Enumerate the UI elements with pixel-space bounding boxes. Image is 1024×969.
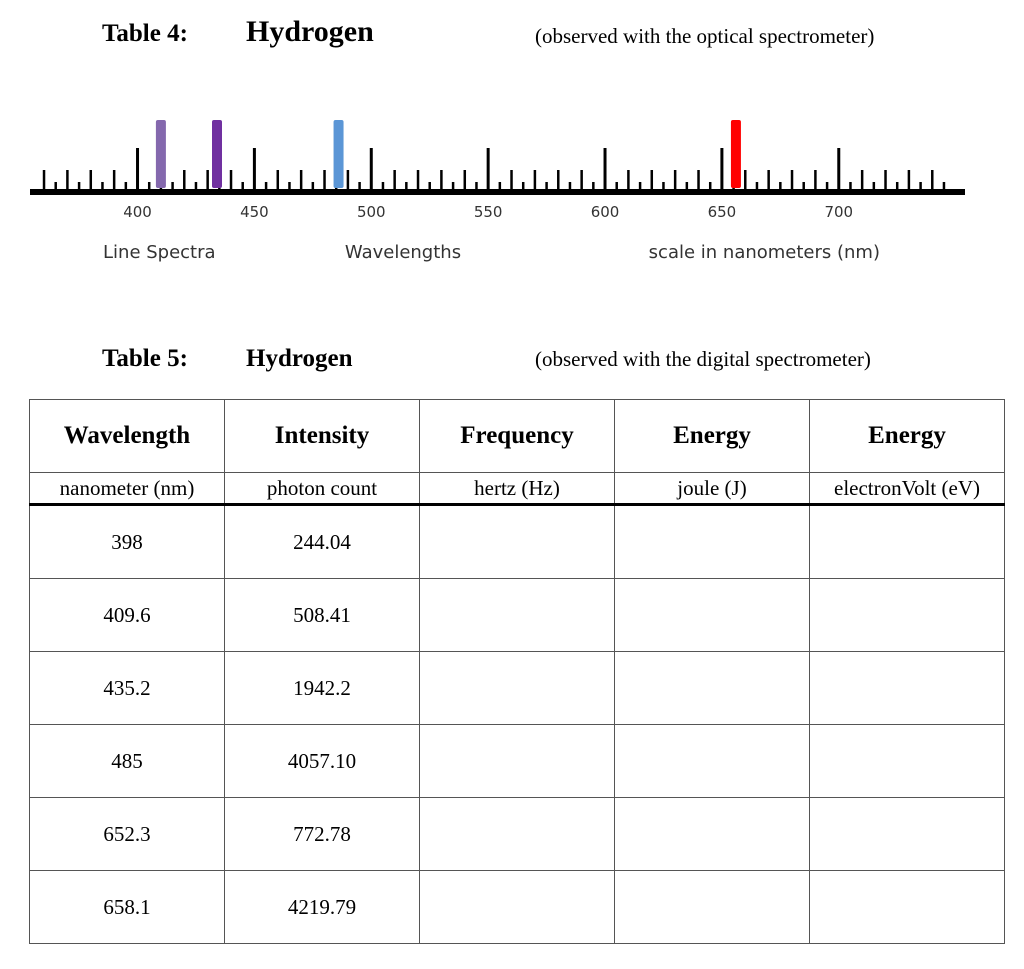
table-cell <box>419 651 615 725</box>
table-cell <box>809 504 1005 579</box>
table-label: Table 5: <box>102 345 188 372</box>
element-name: Hydrogen <box>246 345 353 372</box>
table-cell: 652.3 <box>29 797 225 871</box>
table-cell <box>419 578 615 652</box>
caption: Line Spectra <box>103 242 216 263</box>
table-cell: 435.2 <box>29 651 225 725</box>
table-row: 409.6 508.41 <box>29 578 1005 652</box>
tick-label: 400 <box>123 203 152 221</box>
table-cell <box>614 724 810 798</box>
table-cell: 772.78 <box>224 797 420 871</box>
caption: scale in nanometers (nm) <box>649 242 880 263</box>
table-cell <box>419 870 615 944</box>
table-cell: nanometer (nm) <box>29 472 225 506</box>
table-cell <box>419 504 615 579</box>
table-cell <box>614 578 810 652</box>
table-cell: Intensity <box>224 399 420 473</box>
table-row: Wavelength Intensity Frequency Energy Energy <box>29 399 1005 473</box>
tick-label: 650 <box>708 203 737 221</box>
table-cell: 485 <box>29 724 225 798</box>
table-cell: electronVolt (eV) <box>809 472 1005 506</box>
table-cell: 658.1 <box>29 870 225 944</box>
table-cell <box>809 724 1005 798</box>
table-cell <box>614 651 810 725</box>
table-cell: Energy <box>614 399 810 473</box>
table-cell: 244.04 <box>224 504 420 579</box>
table-cell: Wavelength <box>29 399 225 473</box>
caption: Wavelengths <box>345 242 461 263</box>
table-note: (observed with the digital spectrometer) <box>535 347 871 371</box>
table-cell: 1942.2 <box>224 651 420 725</box>
table-cell <box>419 724 615 798</box>
table-cell <box>809 651 1005 725</box>
tick-label: 600 <box>591 203 620 221</box>
table-cell: hertz (Hz) <box>419 472 615 506</box>
tick-label: 500 <box>357 203 386 221</box>
table-cell <box>614 797 810 871</box>
table-cell <box>809 797 1005 871</box>
tick-label: 450 <box>240 203 269 221</box>
table-cell <box>614 504 810 579</box>
table-row: 485 4057.10 <box>29 724 1005 798</box>
spectral-line <box>333 120 344 188</box>
table-row: 658.1 4219.79 <box>29 870 1005 944</box>
spectral-line <box>730 120 741 188</box>
table-row: 652.3 772.78 <box>29 797 1005 871</box>
table-cell: 508.41 <box>224 578 420 652</box>
tick-label: 550 <box>474 203 503 221</box>
table-cell <box>809 578 1005 652</box>
table-cell: photon count <box>224 472 420 506</box>
table-row: 398 244.04 <box>29 504 1005 579</box>
tick-label: 700 <box>824 203 853 221</box>
element-name: Hydrogen <box>246 15 374 48</box>
table-cell <box>614 870 810 944</box>
spectrum-diagram: 400 450 500 550 600 650 700 Line Spectra Wavelen… <box>30 120 965 263</box>
table-cell: joule (J) <box>614 472 810 506</box>
table-cell <box>809 870 1005 944</box>
spectral-line <box>212 120 222 188</box>
table-row: 435.2 1942.2 <box>29 651 1005 725</box>
table-cell: 4219.79 <box>224 870 420 944</box>
table-row: nanometer (nm) photon count hertz (Hz) joul… <box>29 472 1005 506</box>
table-label: Table 4: <box>102 20 188 47</box>
table-cell: 409.6 <box>29 578 225 652</box>
table-cell: Energy <box>809 399 1005 473</box>
table-note: (observed with the optical spectrometer) <box>535 24 875 48</box>
data-table: Wavelength Intensity Frequency Energy Energy… <box>29 399 1005 944</box>
table-cell: Frequency <box>419 399 615 473</box>
table-cell <box>419 797 615 871</box>
table-cell: 4057.10 <box>224 724 420 798</box>
spectral-line <box>155 120 166 188</box>
table-cell: 398 <box>29 504 225 579</box>
